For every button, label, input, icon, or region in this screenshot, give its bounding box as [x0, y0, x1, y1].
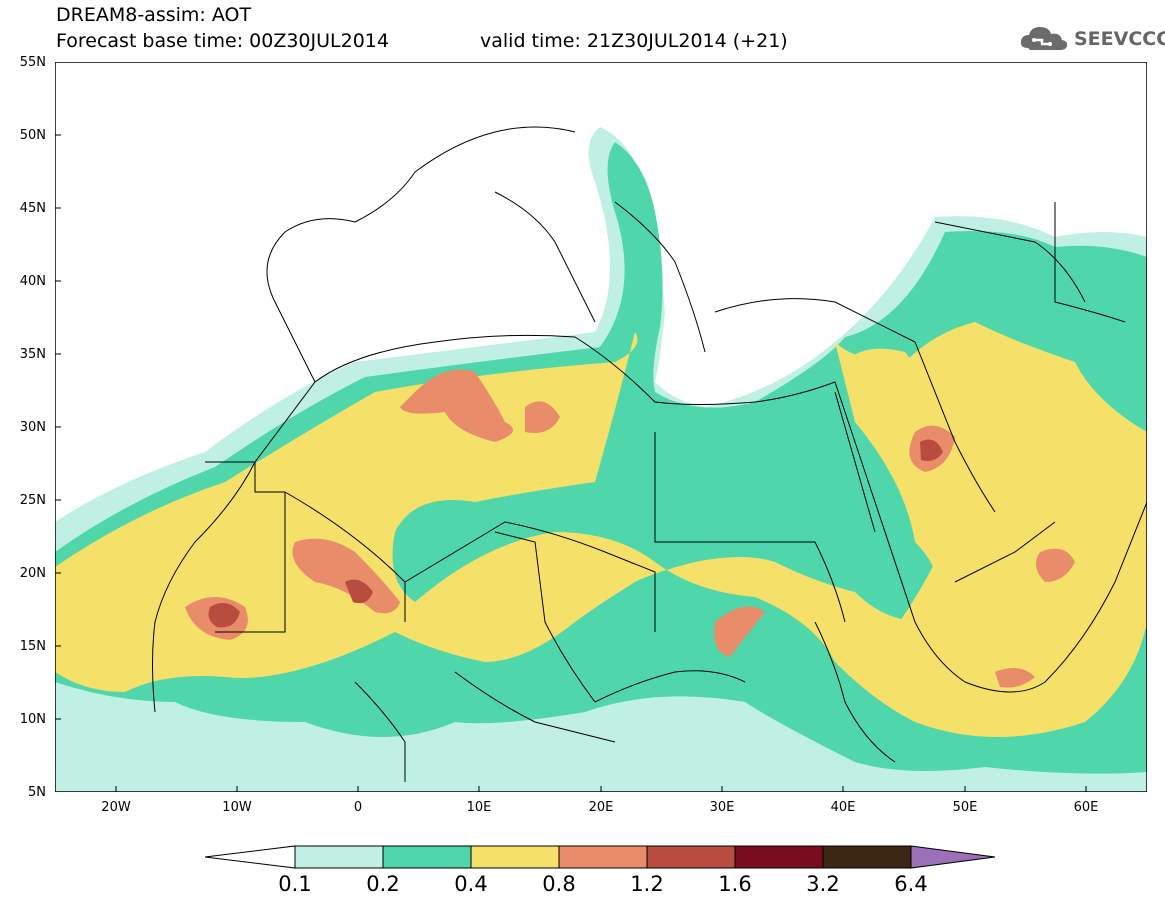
valid-time: valid time: 21Z30JUL2014 (+21) — [480, 30, 788, 52]
lat-label: 15N — [19, 639, 46, 654]
lat-label: 35N — [19, 347, 46, 362]
lat-label: 5N — [28, 785, 46, 800]
lon-label: 20E — [588, 800, 614, 815]
lon-label: 0 — [353, 800, 363, 815]
colorbar-bin — [382, 845, 472, 869]
aot-map — [55, 62, 1147, 792]
lon-label: 60E — [1073, 800, 1099, 815]
colorbar-bin — [294, 845, 384, 869]
colorbar-bin — [470, 845, 560, 869]
lat-label: 25N — [19, 493, 46, 508]
colorbar-label: 3.2 — [806, 872, 840, 896]
lon-label: 30E — [709, 800, 735, 815]
colorbar-low-arrow — [205, 845, 296, 869]
colorbar-label: 0.4 — [454, 872, 488, 896]
colorbar-bin — [822, 845, 912, 869]
forecast-base-time: Forecast base time: 00Z30JUL2014 — [56, 30, 389, 52]
map-ticks — [55, 62, 1087, 792]
cloud-icon — [1020, 27, 1068, 50]
lat-label: 40N — [19, 274, 46, 289]
aot-colorbar — [205, 845, 996, 869]
lon-label: 40E — [830, 800, 856, 815]
lat-label: 20N — [19, 566, 46, 581]
seevccc-logo: SEEVCCC — [1018, 22, 1165, 58]
colorbar-bin — [646, 845, 736, 869]
colorbar-label: 0.1 — [278, 872, 312, 896]
colorbar-label: 0.2 — [366, 872, 400, 896]
colorbar-bin — [558, 845, 648, 869]
lon-label: 10W — [222, 800, 252, 815]
colorbar-label: 1.2 — [630, 872, 664, 896]
lon-label: 20W — [101, 800, 131, 815]
aot-contour-1.2 — [208, 439, 943, 628]
colorbar-label: 6.4 — [894, 872, 928, 896]
lat-label: 45N — [19, 201, 46, 216]
lat-label: 50N — [19, 128, 46, 143]
lon-label: 50E — [952, 800, 978, 815]
lat-label: 30N — [19, 420, 46, 435]
lat-label: 10N — [19, 712, 46, 727]
colorbar-high-arrow — [910, 845, 996, 869]
logo-text: SEEVCCC — [1074, 28, 1165, 50]
colorbar-bin — [734, 845, 824, 869]
colorbar-label: 0.8 — [542, 872, 576, 896]
colorbar-label: 1.6 — [718, 872, 752, 896]
lat-label: 55N — [19, 55, 46, 70]
coastlines — [152, 126, 1147, 782]
lon-label: 10E — [466, 800, 492, 815]
product-title: DREAM8-assim: AOT — [56, 4, 252, 26]
